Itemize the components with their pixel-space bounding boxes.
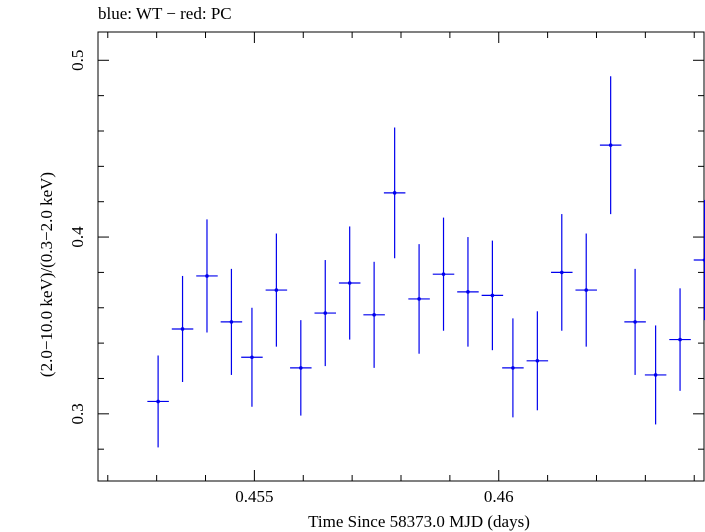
data-point bbox=[171, 275, 194, 383]
y-tick-label: 0.5 bbox=[68, 50, 87, 71]
data-point-marker bbox=[559, 270, 564, 275]
plot-frame bbox=[97, 31, 705, 482]
tick-labels: 0.455 0.46 0.3 0.4 0.5 bbox=[68, 50, 514, 506]
data-point-marker bbox=[441, 272, 446, 276]
data-point-marker bbox=[392, 191, 397, 195]
data-point bbox=[457, 237, 479, 347]
data-point bbox=[624, 268, 646, 375]
data-point bbox=[526, 311, 549, 411]
data-point bbox=[147, 355, 169, 448]
data-point bbox=[338, 226, 361, 340]
data-point bbox=[290, 320, 312, 416]
data-point-marker bbox=[372, 313, 376, 317]
y-tick-label: 0.4 bbox=[68, 226, 87, 248]
x-axis-label: Time Since 58373.0 MJD (days) bbox=[308, 512, 530, 531]
data-point bbox=[644, 325, 667, 425]
x-tick-label: 0.455 bbox=[235, 487, 273, 506]
x-tick-label: 0.46 bbox=[484, 487, 514, 506]
data-point bbox=[265, 233, 288, 347]
data-point-marker bbox=[535, 358, 540, 363]
data-point bbox=[502, 318, 524, 418]
data-point-marker bbox=[466, 290, 470, 294]
data-point-marker bbox=[229, 320, 234, 324]
data-point bbox=[314, 260, 337, 367]
data-point-marker bbox=[417, 297, 421, 301]
data-point-marker bbox=[180, 327, 185, 331]
data-point bbox=[220, 268, 243, 375]
data-point-marker bbox=[633, 320, 637, 324]
data-point-marker bbox=[347, 281, 352, 285]
data-point-marker bbox=[205, 274, 209, 278]
data-point bbox=[363, 261, 385, 368]
data-point bbox=[383, 127, 406, 259]
data-point-marker bbox=[678, 337, 682, 342]
data-point-marker bbox=[584, 288, 589, 292]
data-point-marker bbox=[511, 366, 515, 370]
data-point bbox=[599, 76, 622, 215]
data-point-marker bbox=[653, 373, 658, 377]
chart-title: blue: WT − red: PC bbox=[98, 4, 232, 23]
data-point-marker bbox=[156, 399, 160, 404]
data-series bbox=[147, 76, 705, 448]
data-point bbox=[432, 217, 455, 331]
data-point bbox=[241, 307, 263, 407]
data-point-marker bbox=[299, 366, 303, 370]
data-point-marker bbox=[250, 355, 254, 360]
data-point-marker bbox=[274, 288, 279, 292]
data-point-marker bbox=[490, 293, 495, 298]
axis-ticks bbox=[98, 32, 704, 481]
y-axis-label: (2.0−10.0 keV)/(0.3−2.0 keV) bbox=[37, 172, 56, 377]
data-point-marker bbox=[702, 258, 705, 262]
data-point bbox=[551, 214, 573, 331]
data-point-marker bbox=[608, 143, 613, 147]
data-point-marker bbox=[323, 311, 328, 315]
data-point bbox=[693, 199, 705, 321]
y-tick-label: 0.3 bbox=[68, 403, 87, 424]
data-point bbox=[408, 244, 430, 354]
data-point bbox=[575, 233, 597, 347]
data-point bbox=[196, 219, 218, 333]
data-point bbox=[669, 288, 691, 391]
data-point bbox=[481, 240, 504, 351]
